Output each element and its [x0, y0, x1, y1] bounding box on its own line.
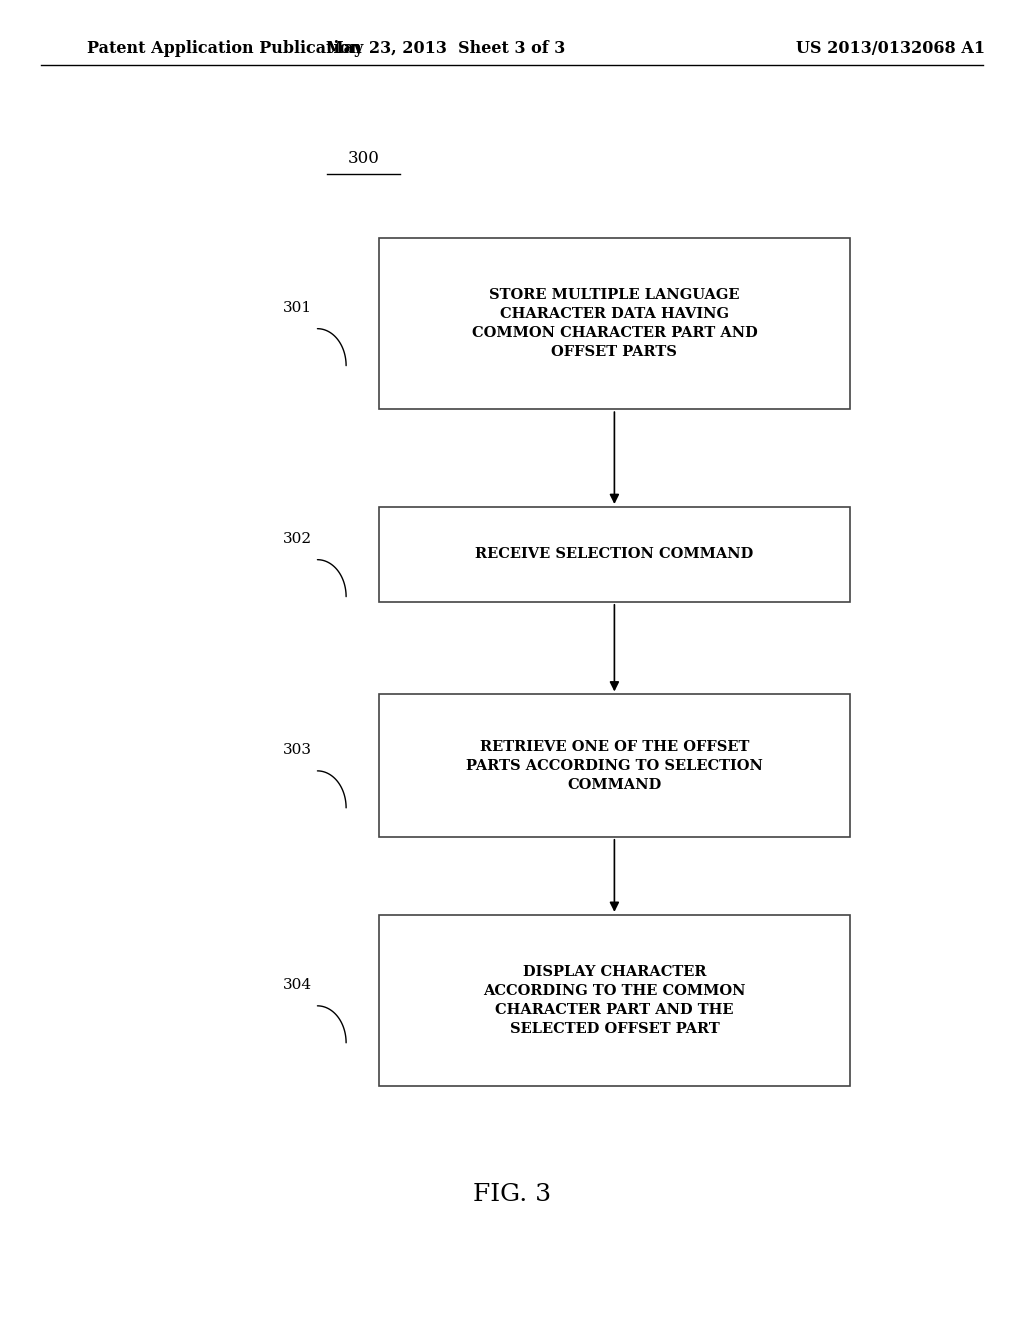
Text: May 23, 2013  Sheet 3 of 3: May 23, 2013 Sheet 3 of 3	[326, 40, 565, 57]
Text: Patent Application Publication: Patent Application Publication	[87, 40, 361, 57]
Bar	[379, 507, 850, 602]
Text: 301: 301	[284, 301, 312, 314]
Text: FIG. 3: FIG. 3	[473, 1183, 551, 1206]
Text: 304: 304	[284, 978, 312, 991]
Text: 302: 302	[284, 532, 312, 545]
Text: RECEIVE SELECTION COMMAND: RECEIVE SELECTION COMMAND	[475, 548, 754, 561]
Text: 303: 303	[284, 743, 312, 756]
Text: DISPLAY CHARACTER
ACCORDING TO THE COMMON
CHARACTER PART AND THE
SELECTED OFFSET: DISPLAY CHARACTER ACCORDING TO THE COMMO…	[483, 965, 745, 1036]
Bar	[379, 694, 850, 837]
Text: 300: 300	[347, 150, 380, 166]
Text: STORE MULTIPLE LANGUAGE
CHARACTER DATA HAVING
COMMON CHARACTER PART AND
OFFSET P: STORE MULTIPLE LANGUAGE CHARACTER DATA H…	[471, 288, 758, 359]
Text: RETRIEVE ONE OF THE OFFSET
PARTS ACCORDING TO SELECTION
COMMAND: RETRIEVE ONE OF THE OFFSET PARTS ACCORDI…	[466, 739, 763, 792]
Bar	[379, 238, 850, 409]
Text: US 2013/0132068 A1: US 2013/0132068 A1	[797, 40, 985, 57]
Bar	[379, 915, 850, 1086]
